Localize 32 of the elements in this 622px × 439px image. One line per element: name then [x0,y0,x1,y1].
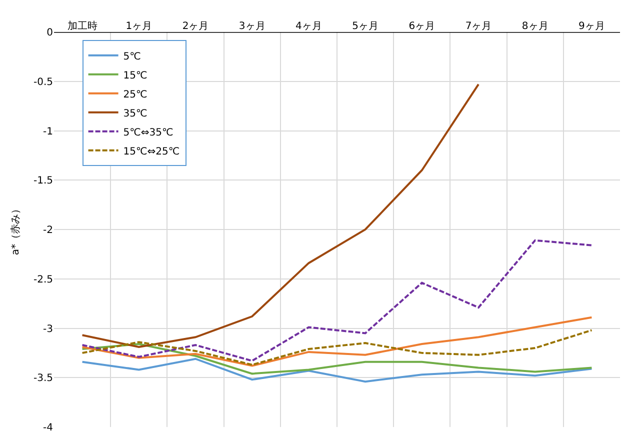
y-tick-label: -4 [43,422,53,434]
legend-label: 35℃ [123,108,148,120]
x-tick-label: 加工時 [67,20,98,32]
y-tick-label: 0 [46,28,53,38]
x-tick-label: 9ヶ月 [578,21,605,32]
line-series [81,83,480,348]
x-tick-label: 1ヶ月 [126,21,152,32]
x-tick-label: 3ヶ月 [238,21,266,32]
x-tick-label: 2ヶ月 [182,21,209,32]
line-series [81,358,593,383]
y-axis-title: a*（赤み） [9,204,22,256]
y-tick-label: -2.5 [33,274,53,286]
y-tick-label: -1.5 [33,176,53,187]
line-series [81,329,593,366]
line-series [81,343,593,375]
y-tick-label: -2 [43,225,53,236]
y-tick-label: -0.5 [33,76,53,88]
y-tick-label: -1 [43,126,53,138]
x-tick-label: 5ヶ月 [352,21,378,32]
legend-label: 15℃ [123,70,148,82]
line-series [81,316,593,367]
legend-label: 5℃ [123,51,141,62]
y-tick-label: -3 [43,324,53,335]
legend-label: 15℃⇔25℃ [123,146,180,158]
x-tick-label: 6ヶ月 [408,21,436,32]
x-tick-label: 4ヶ月 [296,21,322,32]
legend-label: 25℃ [123,89,148,100]
x-tick-label: 7ヶ月 [465,21,492,32]
line-series [81,239,593,362]
y-tick-label: -3.5 [33,373,53,384]
x-tick-label: 8ヶ月 [522,21,548,32]
legend-label: 5℃⇔35℃ [123,127,174,138]
